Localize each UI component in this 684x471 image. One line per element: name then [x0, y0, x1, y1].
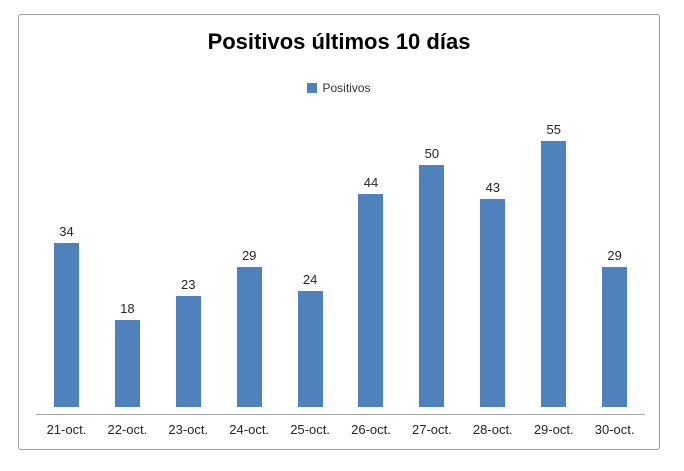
bar	[602, 266, 628, 407]
x-axis-label: 22-oct.	[107, 422, 148, 437]
chart-title: Positivos últimos 10 días	[207, 29, 471, 54]
bar-data-label: 18	[120, 301, 135, 316]
bar	[236, 266, 262, 407]
bar-column: 55	[523, 117, 584, 407]
bar-column: 34	[36, 117, 97, 407]
x-axis-label: 30-oct.	[594, 422, 635, 437]
bar-data-label: 23	[181, 276, 196, 292]
bar-column: 43	[462, 117, 523, 407]
bar-data-label: 29	[607, 247, 622, 263]
bar-data-label: 29	[241, 247, 257, 263]
bar-data-label: 50	[424, 146, 440, 162]
x-axis: 21-oct. 22-oct. 23-oct. 24-oct. 25-oct. 26-oc…	[36, 414, 645, 437]
bar-column: 50	[401, 117, 462, 407]
bar	[114, 320, 140, 407]
bar-column: 23	[158, 117, 219, 407]
bar	[480, 199, 506, 407]
x-axis-label: 28-oct.	[472, 422, 513, 437]
bar-data-label: 44	[363, 175, 379, 191]
bar-data-label: 24	[302, 272, 318, 287]
bar	[541, 141, 567, 407]
legend: Positivos	[19, 81, 659, 95]
plot-area: 34 18 23 29 24 44 50 43 55 29	[36, 117, 645, 407]
x-axis-label: 24-oct.	[229, 422, 270, 437]
bar-column: 24	[280, 117, 341, 407]
chart-frame: Positivos últimos 10 días Positivos 34 18…	[18, 14, 660, 450]
bar-data-label: 34	[59, 223, 74, 239]
legend-swatch-icon	[307, 83, 318, 93]
bar-data-label: 43	[485, 180, 501, 196]
bar-column: 44	[341, 117, 402, 407]
bar	[297, 291, 323, 407]
x-axis-label: 29-oct.	[533, 422, 574, 437]
x-axis-label: 27-oct.	[412, 422, 452, 437]
x-axis-label: 26-oct.	[351, 422, 391, 437]
x-axis-label: 23-oct.	[168, 422, 209, 437]
bar-data-label: 55	[546, 122, 561, 138]
bar	[358, 194, 384, 407]
x-axis-label: 25-oct.	[290, 422, 330, 437]
x-axis-label: 21-oct.	[46, 422, 87, 437]
bar-column: 29	[584, 117, 645, 407]
bar	[175, 295, 201, 407]
bar-column: 29	[219, 117, 280, 407]
bar	[419, 165, 445, 407]
bar-column: 18	[97, 117, 158, 407]
legend-label: Positivos	[322, 81, 371, 95]
bar	[53, 242, 79, 407]
